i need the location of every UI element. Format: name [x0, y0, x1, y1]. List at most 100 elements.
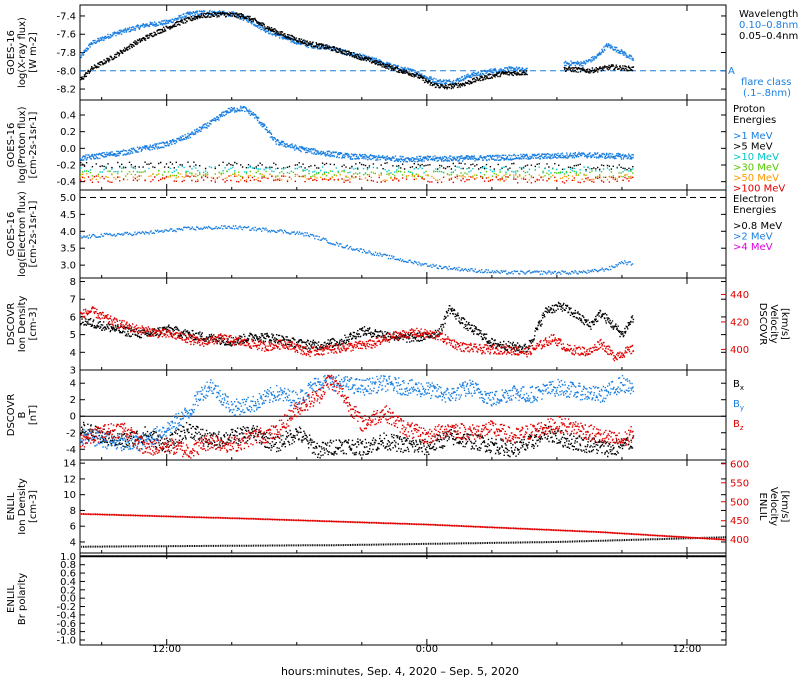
series-marks	[80, 536, 726, 548]
right-y-tick-label: 500	[730, 497, 749, 508]
y-tick-label: -0.2	[56, 602, 76, 613]
y-tick-label: 7	[70, 295, 76, 306]
y-tick-label: 0.2	[60, 585, 76, 596]
y-axis-label: GOES-16	[6, 123, 17, 168]
y-tick-label: 3.5	[60, 244, 76, 255]
y-tick-label: 1.0	[60, 552, 76, 563]
series-points	[80, 161, 634, 171]
y-axis-label: [cm-3]	[28, 490, 39, 523]
series--100-mev	[80, 175, 634, 184]
series-points	[80, 170, 634, 178]
y-axis-label: DSCOVR	[6, 303, 17, 346]
right-axis-label: DSCOVR	[757, 303, 768, 346]
right-axis-label: [km/s]	[779, 308, 790, 340]
y-tick-label: 0.4	[60, 577, 76, 588]
series-by	[80, 374, 635, 452]
series-group	[80, 225, 634, 275]
series-group	[80, 555, 726, 558]
right-y-tick-label: 600	[730, 459, 749, 470]
series--2-mev	[80, 225, 634, 275]
legend-entry: 0.10–0.8nm	[739, 20, 798, 31]
right-y-tick-label: 550	[730, 478, 749, 489]
y-axis-label: [cm-2s-1sr-1]	[28, 111, 39, 178]
y-tick-label: -4	[66, 445, 76, 456]
y-tick-label: 4	[70, 348, 76, 359]
y-axis-label: log(X-ray flux)	[17, 17, 28, 88]
series-ion-density	[80, 536, 726, 548]
series-group	[80, 301, 635, 362]
flare-class-label: (.1–.8nm)	[743, 88, 791, 99]
series-points	[80, 9, 635, 85]
legend-title: Proton	[733, 104, 765, 115]
legend-entry: >0.8 MeV	[733, 221, 782, 232]
y-tick-label: 0	[70, 412, 76, 423]
y-tick-label: -2	[66, 428, 76, 439]
y-tick-label: 14	[63, 459, 76, 470]
series--30-mev	[80, 170, 634, 178]
y-axis-label: GOES-16	[6, 30, 17, 75]
y-axis-label: Ion Density	[17, 478, 28, 535]
flare-class-marker: A	[728, 66, 735, 77]
series-points	[80, 175, 634, 184]
y-axis-label: ENLIL	[6, 585, 17, 613]
right-y-tick-label: 400	[730, 345, 749, 356]
series-points	[80, 306, 635, 362]
legend-entry: >10 MeV	[733, 152, 779, 163]
y-tick-label: 6	[70, 522, 76, 533]
y-tick-label: 4	[70, 537, 76, 548]
right-y-tick-label: 450	[730, 516, 749, 527]
y-tick-label: 10	[63, 490, 76, 501]
y-axis-label: DSCOVR	[6, 394, 17, 437]
x-axis-label: hours:minutes, Sep. 4, 2020 – Sep. 5, 20…	[280, 665, 520, 678]
y-tick-label: 2	[70, 395, 76, 406]
y-tick-label: 5	[70, 330, 76, 341]
series--1-mev	[80, 105, 635, 163]
right-y-tick-label: 400	[730, 535, 749, 546]
series--10-mev	[80, 165, 634, 174]
y-tick-label: 0.2	[60, 127, 76, 138]
y-tick-label: 4.0	[60, 227, 76, 238]
panel-frame	[79, 552, 727, 646]
series--5-mev	[80, 161, 634, 171]
panel-enlil-polarity: -1.0-0.8-0.6-0.4-0.20.00.20.40.60.81.0 EN…	[6, 552, 727, 646]
panel-xray: -8.2 -8.0 -7.8 -7.6 -7.4 GOES-16 log(X-ray flu…	[6, 4, 798, 101]
y-axis-label: Br polarity	[17, 573, 28, 625]
y-tick-label: -7.8	[56, 48, 76, 59]
legend-entry: >50 MeV	[733, 173, 779, 184]
legend-entry: >2 MeV	[733, 232, 773, 243]
series-group	[80, 105, 635, 184]
series-points	[80, 105, 635, 163]
y-axis-label: [cm-3]	[28, 307, 39, 340]
y-axis-label: GOES-16	[6, 212, 17, 257]
x-tick-label: 12:00	[152, 644, 181, 655]
y-tick-label: 0.0	[60, 144, 76, 155]
y-axis-label: log(Electron flux)	[17, 191, 28, 277]
right-axis-label: Velocity	[768, 304, 779, 343]
legend-entry: >1 MeV	[733, 131, 773, 142]
series-points	[80, 165, 634, 174]
panel-frame	[79, 189, 727, 279]
y-axis-label: [W m-2]	[28, 32, 39, 73]
series-velocity	[80, 512, 726, 541]
legend-title: Wavelength	[739, 9, 798, 20]
y-tick-label: 4	[70, 379, 76, 390]
legend-title: Energies	[733, 205, 776, 216]
y-tick-label: -0.6	[56, 619, 76, 630]
y-tick-label: 0.8	[60, 560, 76, 571]
legend: Bx By Bz	[733, 379, 744, 432]
y-tick-label: 8	[70, 277, 76, 288]
legend-entry: 0.05–0.4nm	[739, 31, 798, 42]
legend-entry: Bx	[733, 379, 744, 392]
legend-entry: >4 MeV	[733, 242, 773, 253]
y-tick-label: 0.6	[60, 569, 76, 580]
legend-entry: >100 MeV	[733, 184, 785, 195]
series-points	[80, 374, 635, 452]
legend-entry: Bz	[733, 419, 744, 432]
right-y-tick-label: 440	[730, 290, 749, 301]
series-group	[80, 9, 635, 90]
series-velocity	[80, 306, 635, 362]
